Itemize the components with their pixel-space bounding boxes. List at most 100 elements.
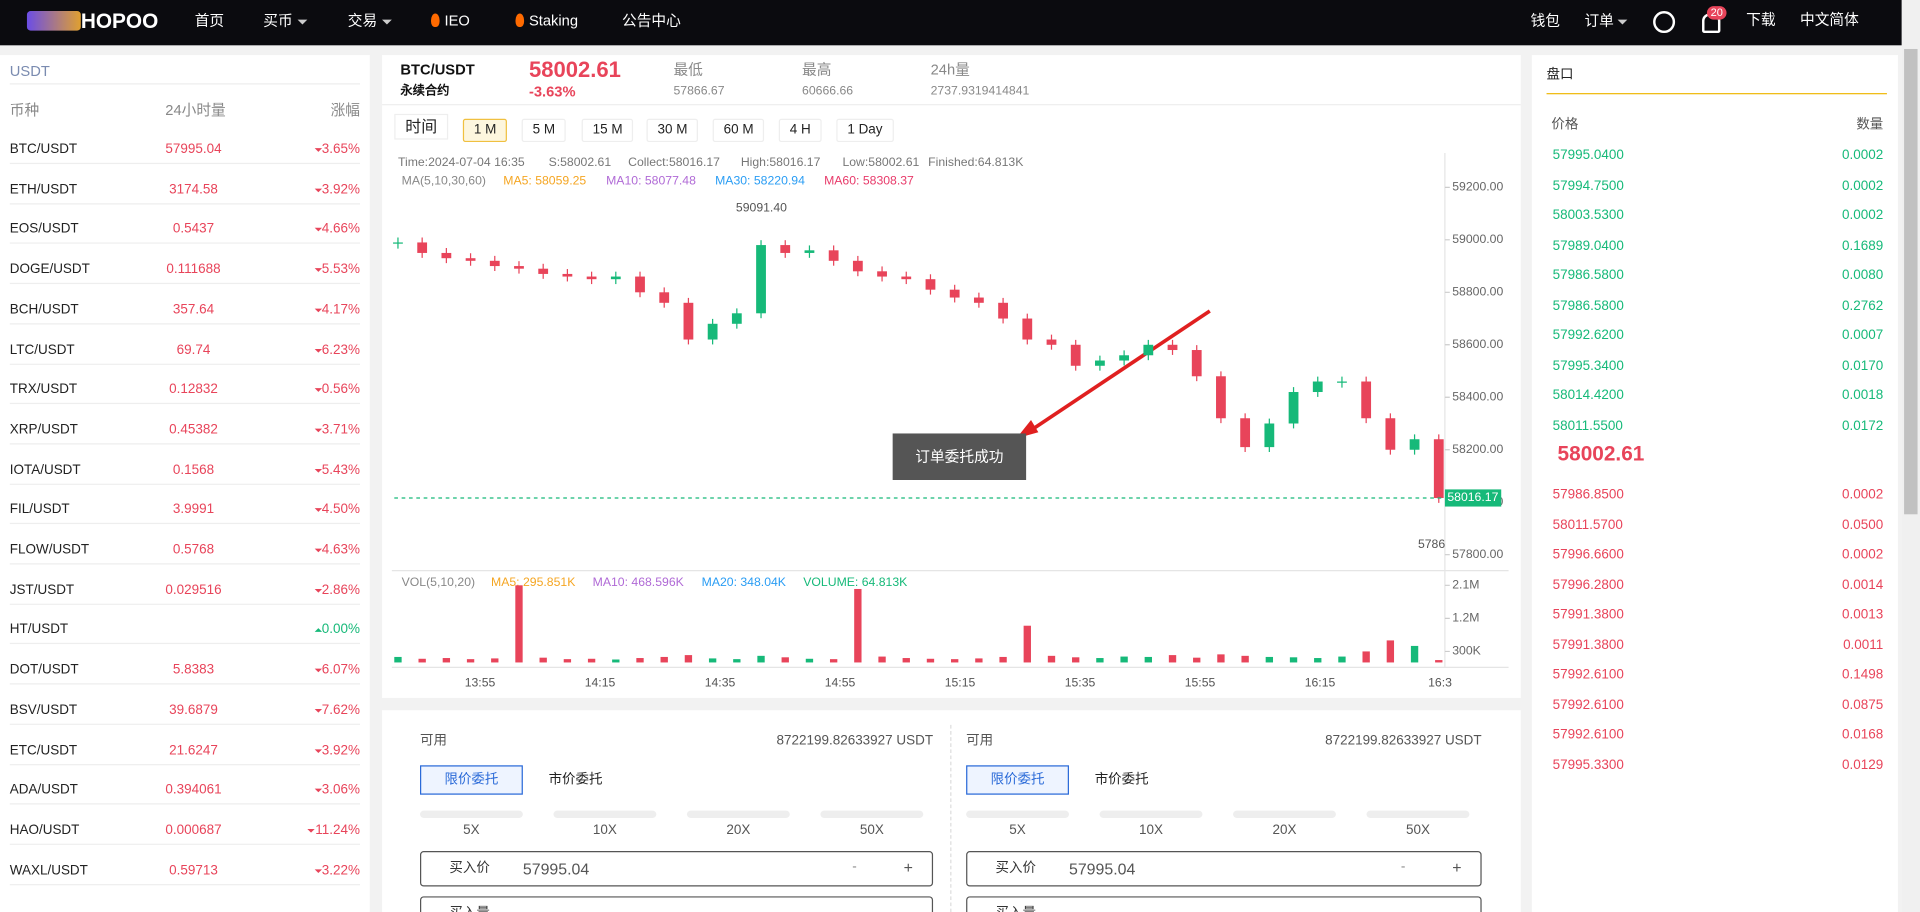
leverage-bar[interactable] <box>1233 810 1336 818</box>
row-divider <box>9 403 361 405</box>
avatar-icon[interactable] <box>1653 11 1676 34</box>
order-tab[interactable]: 限价委托 <box>420 765 523 795</box>
qty-input[interactable] <box>966 896 1482 912</box>
avail-label: 可用 <box>420 733 447 749</box>
y-tick-label: 57800.00 <box>1452 547 1503 561</box>
info-text: Finished:64.813K <box>928 155 1024 169</box>
volume-bar <box>636 658 644 663</box>
market-pair[interactable]: DOT/USDT <box>9 662 79 678</box>
ma-legend: MA(5,10,30,60) <box>402 173 486 187</box>
market-pair[interactable]: BCH/USDT <box>9 302 79 317</box>
nav-right[interactable]: 订单 <box>1584 12 1614 30</box>
candle <box>925 279 936 290</box>
candle <box>877 271 887 277</box>
market-change: 3.92% <box>321 182 361 197</box>
volume-bar <box>1435 660 1443 663</box>
nav-item[interactable]: IEO <box>444 12 470 30</box>
interval-button[interactable]: 4 H <box>778 118 822 143</box>
nav-right[interactable]: 中文简体 <box>1800 11 1859 29</box>
leverage-bar[interactable] <box>1366 810 1470 818</box>
nav-item[interactable]: 首页 <box>194 12 225 30</box>
leverage-bar[interactable] <box>966 810 1069 818</box>
market-change: 3.65% <box>321 142 361 157</box>
ask-price: 57995.3400 <box>1552 358 1624 373</box>
trend-arrow <box>314 268 323 275</box>
interval-button[interactable]: 1 Day <box>836 118 894 143</box>
market-pair[interactable]: HAO/USDT <box>9 822 80 838</box>
ask-amount: 0.0172 <box>1842 418 1884 433</box>
volume-bar <box>757 655 765 663</box>
interval-button[interactable]: 30 M <box>646 118 699 143</box>
plus-button[interactable]: + <box>903 858 913 877</box>
market-pair[interactable]: ADA/USDT <box>9 782 78 798</box>
leverage-bar[interactable] <box>686 810 790 818</box>
order-tab[interactable]: 市价委托 <box>1094 772 1149 788</box>
nav-item[interactable]: 公告中心 <box>622 12 681 30</box>
candle <box>1216 376 1226 419</box>
market-pair[interactable]: XRP/USDT <box>9 422 78 438</box>
bid-amount: 0.0011 <box>1843 637 1884 653</box>
market-tab[interactable]: USDT <box>9 62 50 80</box>
volume-bar <box>1168 655 1177 663</box>
market-pair[interactable]: LTC/USDT <box>9 342 75 357</box>
price-input[interactable] <box>966 851 1482 887</box>
candle <box>707 323 718 340</box>
market-pair[interactable]: TRX/USDT <box>9 382 78 397</box>
interval-button[interactable]: 15 M <box>581 118 634 143</box>
candle <box>562 273 573 277</box>
market-pair[interactable]: FLOW/USDT <box>9 542 90 558</box>
candle <box>1119 355 1130 361</box>
interval-button[interactable]: 1 M <box>462 118 508 143</box>
leverage-bar[interactable] <box>420 810 523 818</box>
interval-button[interactable]: 5 M <box>521 118 567 143</box>
market-pair[interactable]: DOGE/USDT <box>9 262 90 277</box>
volume-bar <box>1193 657 1201 663</box>
volume-bar <box>466 659 475 663</box>
trend-arrow <box>314 308 323 315</box>
leverage-bar[interactable] <box>553 810 657 818</box>
market-pair[interactable]: JST/USDT <box>9 582 75 598</box>
qty-input[interactable] <box>420 896 934 912</box>
row-divider <box>9 242 361 245</box>
candle <box>731 313 742 324</box>
candle <box>901 276 912 280</box>
separator <box>382 104 1521 106</box>
market-pair[interactable]: EOS/USDT <box>9 222 79 237</box>
fire-icon <box>431 13 440 27</box>
market-pair[interactable]: WAXL/USDT <box>9 862 88 878</box>
volume-bar <box>491 658 499 663</box>
market-change: 2.86% <box>321 582 361 598</box>
market-change: 3.92% <box>321 742 361 758</box>
market-pair[interactable]: ETC/USDT <box>9 742 78 758</box>
nav-right[interactable]: 钱包 <box>1530 12 1561 30</box>
market-pair[interactable]: HT/USDT <box>9 622 69 638</box>
market-pair[interactable]: IOTA/USDT <box>9 462 81 478</box>
row-divider <box>9 202 361 205</box>
minus-button[interactable]: - <box>1400 859 1406 875</box>
order-tab[interactable]: 市价委托 <box>548 772 603 788</box>
order-tab[interactable]: 限价委托 <box>966 765 1069 795</box>
row-divider <box>9 643 361 645</box>
interval-button[interactable]: 60 M <box>712 118 765 143</box>
row-divider <box>9 162 361 165</box>
avail-label: 可用 <box>966 733 994 749</box>
market-change: 4.17% <box>321 302 361 317</box>
leverage-bar[interactable] <box>1099 810 1203 818</box>
price-input[interactable] <box>420 851 934 887</box>
x-tick-label: 14:55 <box>825 675 856 689</box>
interval-label[interactable]: 时间 <box>394 113 449 140</box>
high-label: 59091.40 <box>736 200 787 214</box>
nav-right[interactable]: 下载 <box>1746 11 1776 29</box>
nav-item[interactable]: 买币 <box>263 12 293 30</box>
nav-item[interactable]: Staking <box>528 12 578 30</box>
market-pair[interactable]: BSV/USDT <box>9 702 78 718</box>
market-pair[interactable]: BTC/USDT <box>9 142 78 157</box>
market-pair[interactable]: ETH/USDT <box>9 182 78 197</box>
y-tick-label: 59200.00 <box>1452 180 1503 194</box>
trend-arrow <box>314 508 323 516</box>
plus-button[interactable]: + <box>1452 858 1462 877</box>
leverage-bar[interactable] <box>820 810 924 818</box>
market-pair[interactable]: FIL/USDT <box>9 502 70 518</box>
minus-button[interactable]: - <box>852 859 857 875</box>
nav-item[interactable]: 交易 <box>347 12 378 30</box>
